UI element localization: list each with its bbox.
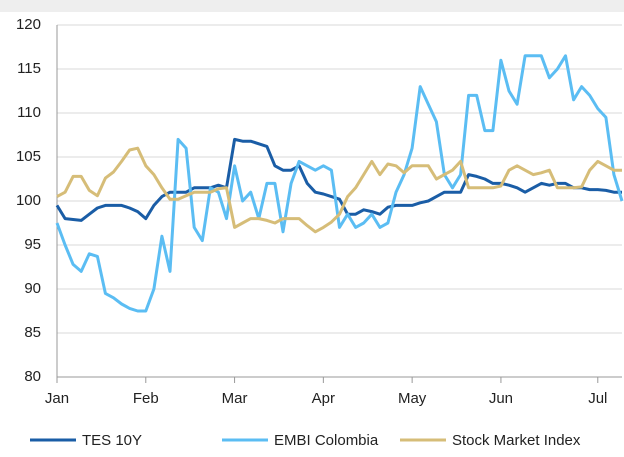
x-tick-label: Jul — [588, 390, 607, 407]
y-tick-label: 115 — [17, 60, 41, 77]
series-line — [55, 137, 622, 222]
x-tick-label: Jan — [45, 390, 69, 407]
series-line — [55, 54, 624, 313]
y-tick-label: 100 — [16, 192, 41, 209]
legend-label: EMBI Colombia — [274, 432, 379, 449]
x-tick-label: May — [398, 390, 427, 407]
y-tick-label: 105 — [16, 148, 41, 165]
legend-label: Stock Market Index — [452, 432, 581, 449]
x-tick-label: Mar — [222, 390, 248, 407]
y-tick-label: 95 — [24, 236, 41, 253]
x-tick-label: Jun — [489, 390, 513, 407]
y-tick-label: 120 — [16, 16, 41, 33]
y-tick-label: 85 — [24, 324, 41, 341]
legend-label: TES 10Y — [82, 432, 142, 449]
y-tick-label: 90 — [24, 280, 41, 297]
y-tick-label: 110 — [17, 104, 41, 121]
x-tick-label: Feb — [133, 390, 159, 407]
header-band — [0, 0, 624, 12]
x-tick-label: Apr — [312, 390, 335, 407]
y-tick-label: 80 — [24, 368, 41, 385]
series-line — [56, 146, 622, 234]
